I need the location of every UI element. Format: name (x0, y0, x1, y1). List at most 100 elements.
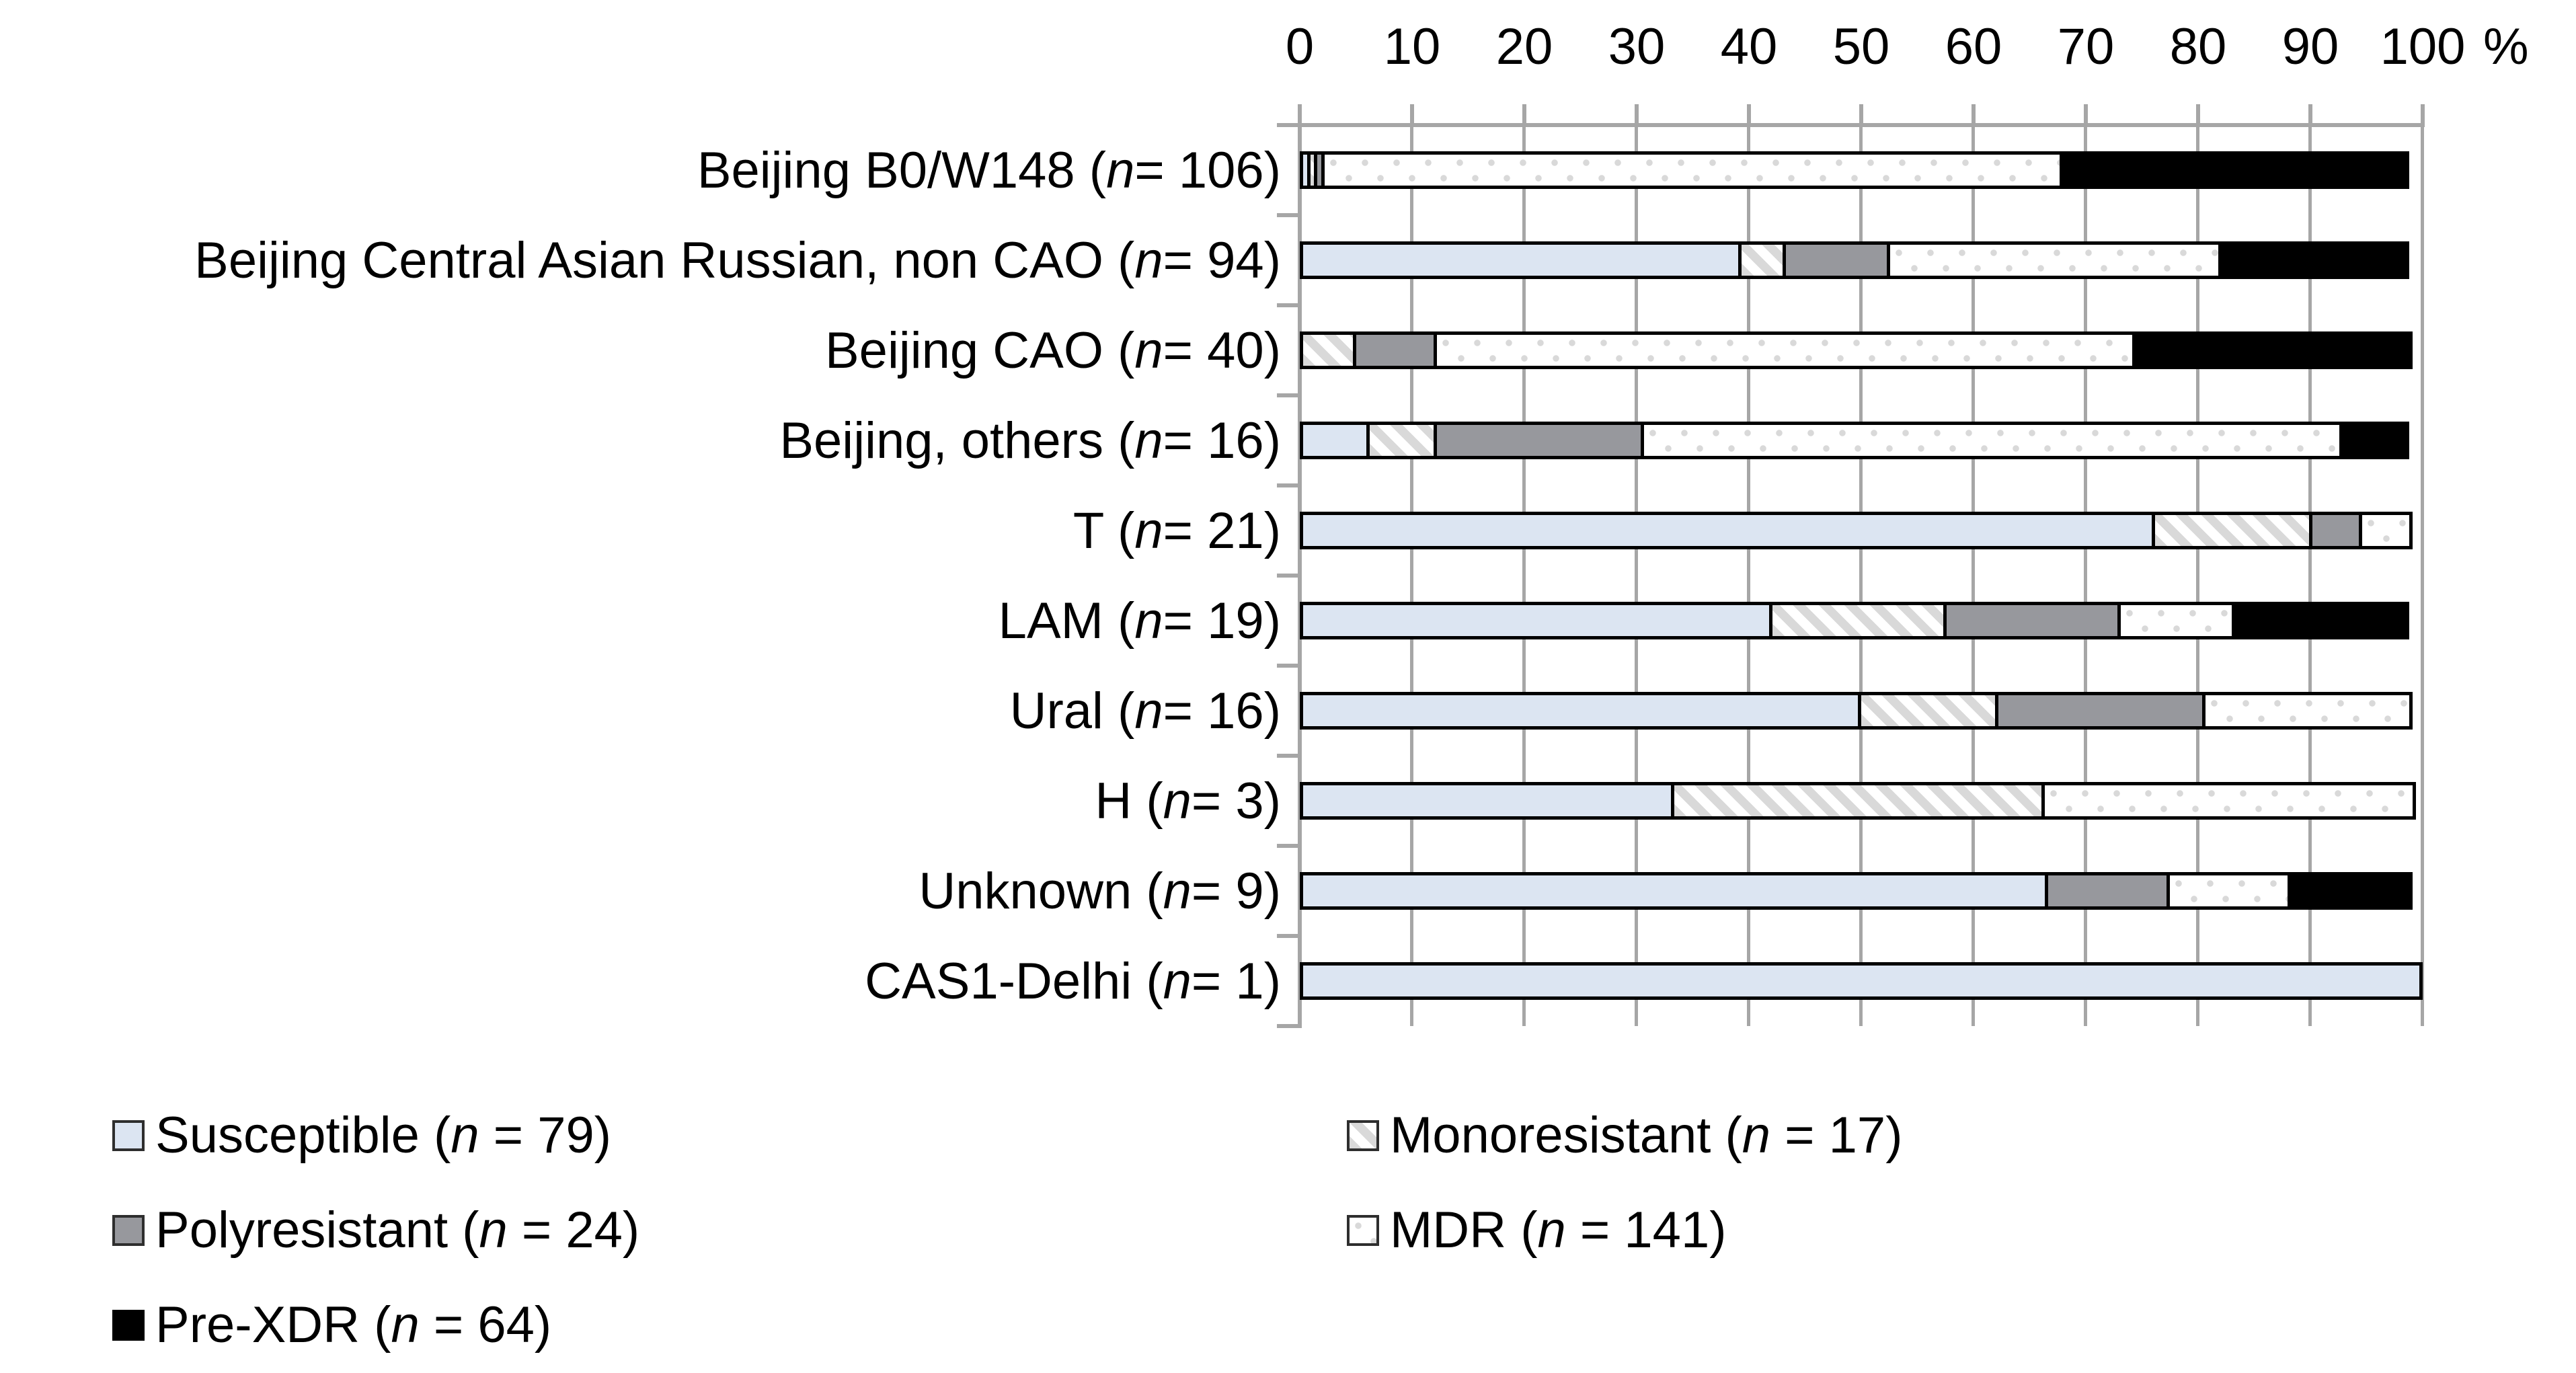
x-axis-tick-10 (1410, 104, 1414, 123)
legend-swatch-polyresistant (112, 1215, 145, 1246)
bar-segment-polyresistant (1352, 331, 1437, 369)
x-axis-tick-50 (1859, 104, 1863, 123)
legend-swatch-pre-xdr (112, 1310, 145, 1341)
category-label: Beijing Central Asian Russian, non CAO (… (194, 231, 1281, 289)
bar-segment-susceptible (1300, 782, 1674, 820)
bar-segment-mdr (2201, 692, 2413, 730)
bar-row (1300, 331, 2413, 369)
gridline-30 (1635, 125, 1638, 1026)
top-axis-line (1298, 123, 2425, 127)
x-tick-label-0: 0 (1285, 18, 1315, 75)
legend-item-polyresistant: Polyresistant (n = 24) (112, 1200, 639, 1261)
bar-row (1300, 512, 2413, 549)
x-tick-label-40: 40 (1720, 18, 1778, 75)
bar-segment-pre-xdr (2059, 151, 2409, 189)
bar-row (1300, 962, 2423, 1000)
bar-segment-polyresistant (2308, 512, 2363, 549)
bar-segment-pre-xdr (2339, 422, 2410, 459)
x-axis-tick-20 (1522, 104, 1526, 123)
category-label: Beijing CAO (n = 40) (824, 321, 1281, 379)
bar-segment-pre-xdr (2132, 331, 2413, 369)
x-axis-tick-40 (1747, 104, 1751, 123)
bar-segment-mdr (2359, 512, 2413, 549)
bar-segment-pre-xdr (2232, 602, 2410, 639)
category-label: LAM (n = 19) (998, 592, 1281, 650)
bar-segment-susceptible (1300, 962, 2423, 1000)
y-axis-tick (1277, 934, 1298, 938)
bar-segment-polyresistant (1943, 602, 2121, 639)
legend-label: Monoresistant (n = 17) (1390, 1107, 1903, 1164)
x-tick-label-70: 70 (2057, 18, 2115, 75)
category-label: Ural (n = 16) (1009, 682, 1281, 740)
category-label: Unknown (n = 9) (919, 862, 1281, 920)
legend-item-mdr: MDR (n = 141) (1347, 1200, 1727, 1261)
legend-item-monoresistant: Monoresistant (n = 17) (1347, 1105, 1903, 1167)
bar-segment-monoresistant (2152, 512, 2312, 549)
bar-segment-mdr (1321, 151, 2063, 189)
category-label: T (n = 21) (1072, 502, 1281, 559)
x-axis-tick-30 (1635, 104, 1639, 123)
left-axis-line (1298, 123, 1302, 1028)
bar-segment-mdr (2117, 602, 2236, 639)
bar-segment-susceptible (1300, 602, 1773, 639)
x-axis-tick-0 (1298, 104, 1302, 123)
x-axis-tick-80 (2196, 104, 2200, 123)
bar-segment-pre-xdr (2218, 241, 2409, 279)
gridline-50 (1859, 125, 1863, 1026)
legend-swatch-susceptible (112, 1120, 145, 1151)
x-axis-unit-label: % (2483, 18, 2529, 75)
x-tick-label-10: 10 (1383, 18, 1441, 75)
x-tick-label-60: 60 (1945, 18, 2002, 75)
y-axis-tick (1277, 213, 1298, 217)
bar-segment-mdr (1433, 331, 2136, 369)
bar-segment-polyresistant (2045, 872, 2170, 910)
bar-row (1300, 692, 2413, 730)
bar-row (1300, 872, 2413, 910)
y-axis-tick (1277, 754, 1298, 758)
gridline-20 (1522, 125, 1526, 1026)
bar-segment-mdr (1640, 422, 2343, 459)
gridline-40 (1747, 125, 1750, 1026)
x-axis-tick-100 (2421, 104, 2425, 123)
x-axis-tick-70 (2084, 104, 2088, 123)
category-label: H (n = 3) (1095, 772, 1281, 830)
legend-item-pre-xdr: Pre-XDR (n = 64) (112, 1294, 551, 1356)
gridline-100 (2421, 125, 2424, 1026)
x-tick-label-80: 80 (2169, 18, 2227, 75)
bar-segment-mdr (2041, 782, 2416, 820)
bar-segment-monoresistant (1858, 692, 1998, 730)
y-axis-tick (1277, 303, 1298, 307)
y-axis-tick (1277, 574, 1298, 578)
y-axis-tick (1277, 844, 1298, 848)
bar-row (1300, 241, 2409, 279)
y-axis-tick (1277, 1024, 1298, 1028)
x-axis-tick-90 (2308, 104, 2312, 123)
category-label: Beijing, others (n = 16) (779, 411, 1281, 469)
legend-swatch-monoresistant (1347, 1120, 1379, 1151)
legend-label: Polyresistant (n = 24) (155, 1202, 640, 1259)
bar-segment-polyresistant (1994, 692, 2206, 730)
gridline-60 (1972, 125, 1975, 1026)
legend-label: Susceptible (n = 79) (155, 1107, 612, 1164)
x-axis-tick-60 (1972, 104, 1976, 123)
bar-row (1300, 602, 2410, 639)
gridline-90 (2308, 125, 2312, 1026)
y-axis-tick (1277, 664, 1298, 668)
x-tick-label-90: 90 (2281, 18, 2339, 75)
bar-segment-monoresistant (1769, 602, 1947, 639)
bar-segment-pre-xdr (2288, 872, 2413, 910)
category-label: CAS1-Delhi (n = 1) (865, 952, 1281, 1010)
bar-segment-susceptible (1300, 422, 1370, 459)
legend-swatch-mdr (1347, 1215, 1379, 1246)
legend-label: MDR (n = 141) (1390, 1202, 1727, 1259)
x-tick-label-50: 50 (1832, 18, 1890, 75)
bar-segment-mdr (2166, 872, 2292, 910)
gridline-70 (2084, 125, 2087, 1026)
bar-segment-susceptible (1300, 692, 1861, 730)
bar-row (1300, 151, 2409, 189)
bar-segment-susceptible (1300, 872, 2049, 910)
bar-segment-monoresistant (1300, 331, 1356, 369)
gridline-80 (2196, 125, 2199, 1026)
x-tick-label-20: 20 (1495, 18, 1553, 75)
